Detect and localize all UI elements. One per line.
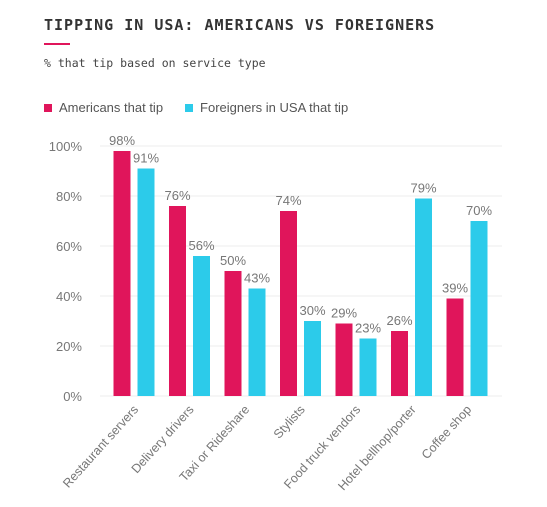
bar-foreigners bbox=[304, 321, 321, 396]
bar-americans bbox=[391, 331, 408, 396]
data-label: 39% bbox=[442, 281, 468, 296]
title-accent-line bbox=[44, 43, 70, 45]
bar-foreigners bbox=[359, 338, 377, 396]
y-tick-label: 100% bbox=[49, 139, 83, 154]
legend-item-americans: Americans that tip bbox=[44, 100, 163, 115]
x-category-label: Coffee shop bbox=[419, 403, 474, 462]
data-label: 76% bbox=[164, 188, 190, 203]
y-tick-label: 80% bbox=[56, 189, 82, 204]
legend-label-foreigners: Foreigners in USA that tip bbox=[200, 100, 349, 115]
y-tick-label: 0% bbox=[63, 389, 82, 404]
data-label: 70% bbox=[466, 203, 492, 218]
legend-swatch-foreigners bbox=[185, 103, 194, 112]
y-tick-label: 20% bbox=[56, 339, 82, 354]
bar-americans bbox=[169, 206, 186, 396]
data-label: 98% bbox=[109, 133, 135, 148]
data-label: 50% bbox=[220, 253, 246, 268]
data-label: 26% bbox=[386, 313, 412, 328]
x-category-label: Stylists bbox=[271, 403, 308, 442]
data-label: 79% bbox=[410, 181, 436, 196]
bar-foreigners bbox=[470, 221, 488, 396]
data-label: 29% bbox=[331, 306, 357, 321]
data-label: 74% bbox=[275, 193, 301, 208]
bar-americans bbox=[280, 211, 297, 396]
legend: Americans that tip Foreigners in USA tha… bbox=[44, 100, 348, 115]
data-label: 23% bbox=[355, 321, 381, 336]
bar-foreigners bbox=[415, 198, 432, 396]
data-label: 56% bbox=[188, 238, 214, 253]
data-label: 91% bbox=[133, 151, 159, 166]
data-label: 30% bbox=[299, 303, 325, 318]
bar-americans bbox=[335, 323, 353, 396]
bar-americans bbox=[224, 271, 242, 396]
chart-title: TIPPING IN USA: AMERICANS VS FOREIGNERS bbox=[44, 16, 436, 34]
bar-americans bbox=[446, 298, 464, 396]
y-tick-label: 40% bbox=[56, 289, 82, 304]
legend-swatch-americans bbox=[44, 103, 52, 112]
legend-label-americans: Americans that tip bbox=[59, 100, 164, 115]
chart-subtitle: % that tip based on service type bbox=[44, 56, 266, 70]
bar-foreigners bbox=[137, 168, 155, 396]
bar-americans bbox=[113, 151, 131, 396]
data-label: 43% bbox=[244, 271, 270, 286]
bar-foreigners bbox=[193, 256, 210, 396]
bar-foreigners bbox=[248, 288, 266, 396]
y-tick-label: 60% bbox=[56, 239, 82, 254]
x-category-label: Restaurant servers bbox=[60, 403, 141, 491]
legend-item-foreigners: Foreigners in USA that tip bbox=[185, 100, 348, 115]
